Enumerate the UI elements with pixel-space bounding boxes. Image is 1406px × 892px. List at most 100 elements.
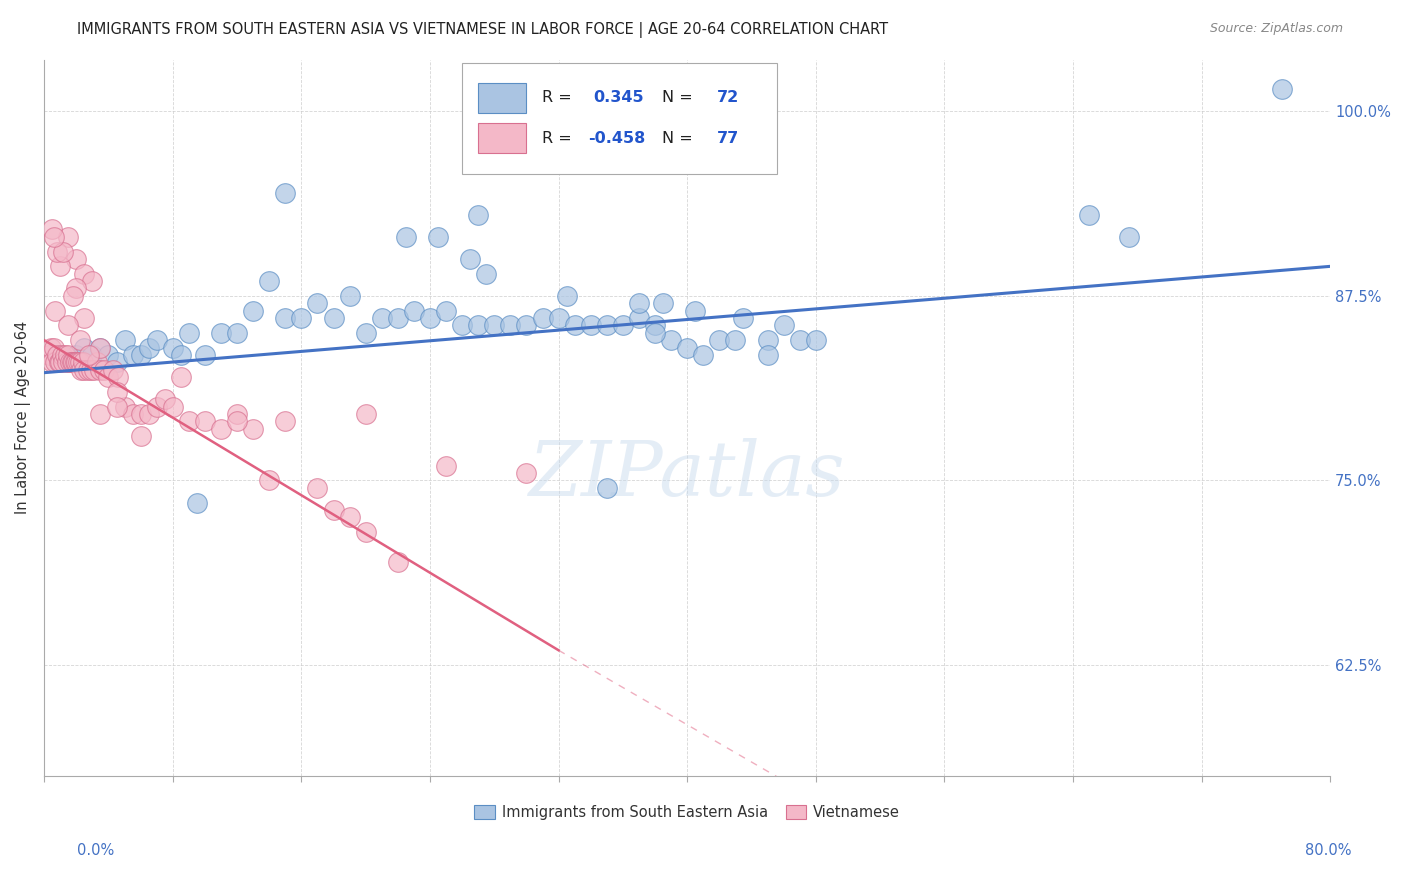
Point [451,318,474,333]
Point [145,333,167,347]
Point [73,267,96,281]
Point [49,348,72,362]
Point [138,407,160,421]
Text: 77: 77 [717,131,740,146]
Text: Source: ZipAtlas.com: Source: ZipAtlas.com [1209,22,1343,36]
Point [42,229,65,244]
FancyBboxPatch shape [478,83,526,112]
Point [162,400,184,414]
Point [194,348,217,362]
Point [121,348,143,362]
Point [709,333,731,347]
Y-axis label: In Labor Force | Age 20-64: In Labor Force | Age 20-64 [15,321,31,515]
Point [89,341,111,355]
Point [484,318,506,333]
Text: N =: N = [661,90,697,105]
Point [39,341,62,355]
Point [93,362,115,376]
FancyBboxPatch shape [463,63,778,174]
Point [114,400,136,414]
Text: 0.0%: 0.0% [77,843,114,858]
Point [1118,229,1140,244]
Point [41,355,63,369]
Point [467,318,489,333]
Point [756,333,779,347]
Text: 0.345: 0.345 [593,90,644,105]
Point [162,341,184,355]
Point [62,355,84,369]
Point [242,303,264,318]
Point [194,414,217,428]
Point [209,422,232,436]
Point [52,355,75,369]
Point [89,407,111,421]
Point [612,318,634,333]
Point [226,407,249,421]
Point [72,355,94,369]
Point [274,186,297,200]
Point [103,362,125,376]
Text: ZIPatlas: ZIPatlas [529,438,845,512]
Point [419,311,441,326]
Point [86,355,108,369]
Point [186,495,208,509]
Point [107,370,129,384]
Point [259,274,281,288]
Point [322,311,344,326]
Point [58,229,80,244]
Text: N =: N = [661,131,697,146]
Point [555,289,578,303]
Point [564,318,586,333]
Point [82,348,104,362]
Point [46,244,69,259]
Point [105,355,128,369]
Point [475,267,498,281]
Point [772,318,794,333]
Point [499,318,522,333]
Point [59,355,82,369]
Point [70,362,93,376]
Point [226,326,249,340]
Point [170,370,193,384]
Point [274,414,297,428]
Point [733,311,755,326]
Text: R =: R = [541,131,576,146]
Point [89,341,111,355]
Point [52,244,75,259]
Point [65,348,87,362]
Point [153,392,176,407]
Point [73,341,96,355]
Point [42,341,65,355]
Point [804,333,827,347]
Point [44,355,66,369]
Point [60,355,83,369]
Point [80,362,103,376]
Point [53,348,76,362]
Point [114,333,136,347]
Point [105,400,128,414]
Point [531,311,554,326]
Point [170,348,193,362]
Point [129,407,152,421]
Point [579,318,602,333]
Point [63,355,86,369]
Point [69,355,91,369]
Point [652,296,675,310]
Point [434,458,457,473]
Point [395,229,418,244]
Point [274,311,297,326]
Point [38,348,60,362]
FancyBboxPatch shape [478,123,526,153]
Point [105,384,128,399]
Point [177,326,200,340]
Point [290,311,312,326]
Point [676,341,699,355]
Point [259,474,281,488]
Point [756,348,779,362]
Point [724,333,747,347]
Point [789,333,811,347]
Point [65,252,87,266]
Text: 72: 72 [717,90,740,105]
Point [515,466,537,480]
Point [339,510,361,524]
